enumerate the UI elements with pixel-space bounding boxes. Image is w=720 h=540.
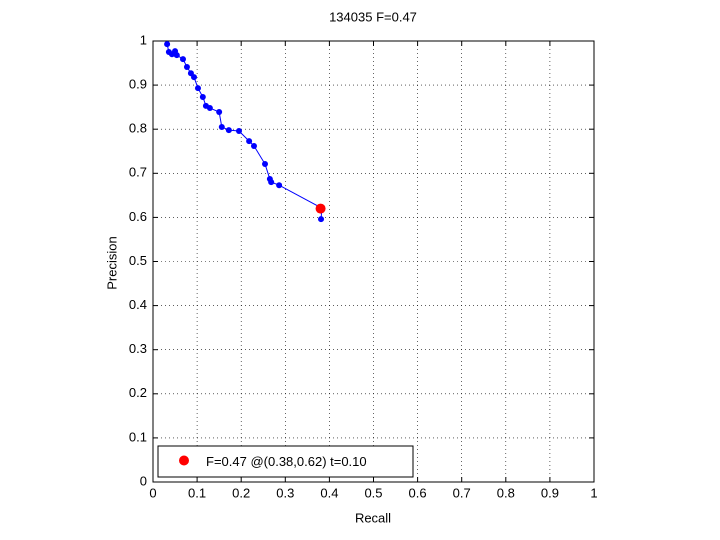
x-tick-label: 0 [149,485,156,500]
y-tick-label: 0.1 [129,429,147,444]
data-point [268,179,275,186]
data-point [191,74,198,81]
x-axis-label: Recall [355,510,391,525]
chart-title: 134035 F=0.47 [329,9,417,24]
data-point [262,161,269,168]
data-point [276,182,283,189]
x-tick-label: 0.3 [276,485,294,500]
x-tick-label: 0.1 [188,485,206,500]
data-point [194,85,201,92]
data-point [218,123,225,130]
data-point [179,56,186,63]
y-axis-label: Precision [104,236,119,289]
legend-marker [179,455,189,466]
y-tick-label: 0.7 [129,165,147,180]
data-point [235,127,242,134]
highlight-point [315,203,326,214]
y-tick-label: 0.9 [129,77,147,92]
y-tick-label: 0.6 [129,209,147,224]
data-point [318,216,325,223]
y-tick-label: 0.2 [129,385,147,400]
x-tick-label: 1 [590,485,597,500]
y-tick-label: 1 [140,32,147,47]
data-point [164,41,171,48]
x-tick-label: 0.5 [364,485,382,500]
y-tick-label: 0.5 [129,253,147,268]
data-point [225,127,232,134]
x-tick-label: 0.7 [453,485,471,500]
y-tick-label: 0.8 [129,121,147,136]
data-point [216,109,223,116]
data-point [183,64,190,71]
x-tick-label: 0.6 [409,485,427,500]
data-point [250,142,257,149]
x-tick-label: 0.4 [320,485,338,500]
legend-box [157,445,414,478]
x-tick-label: 0.2 [232,485,250,500]
x-tick-label: 0.9 [541,485,559,500]
plot-frame [152,40,595,483]
y-tick-label: 0.3 [129,341,147,356]
legend-label: F=0.47 @(0.38,0.62) t=0.10 [206,454,367,469]
y-tick-label: 0 [140,473,147,488]
data-point [246,138,253,145]
data-point [199,94,206,101]
y-tick-label: 0.4 [129,297,147,312]
data-point [206,105,213,112]
data-point [173,52,180,59]
x-tick-label: 0.8 [497,485,515,500]
